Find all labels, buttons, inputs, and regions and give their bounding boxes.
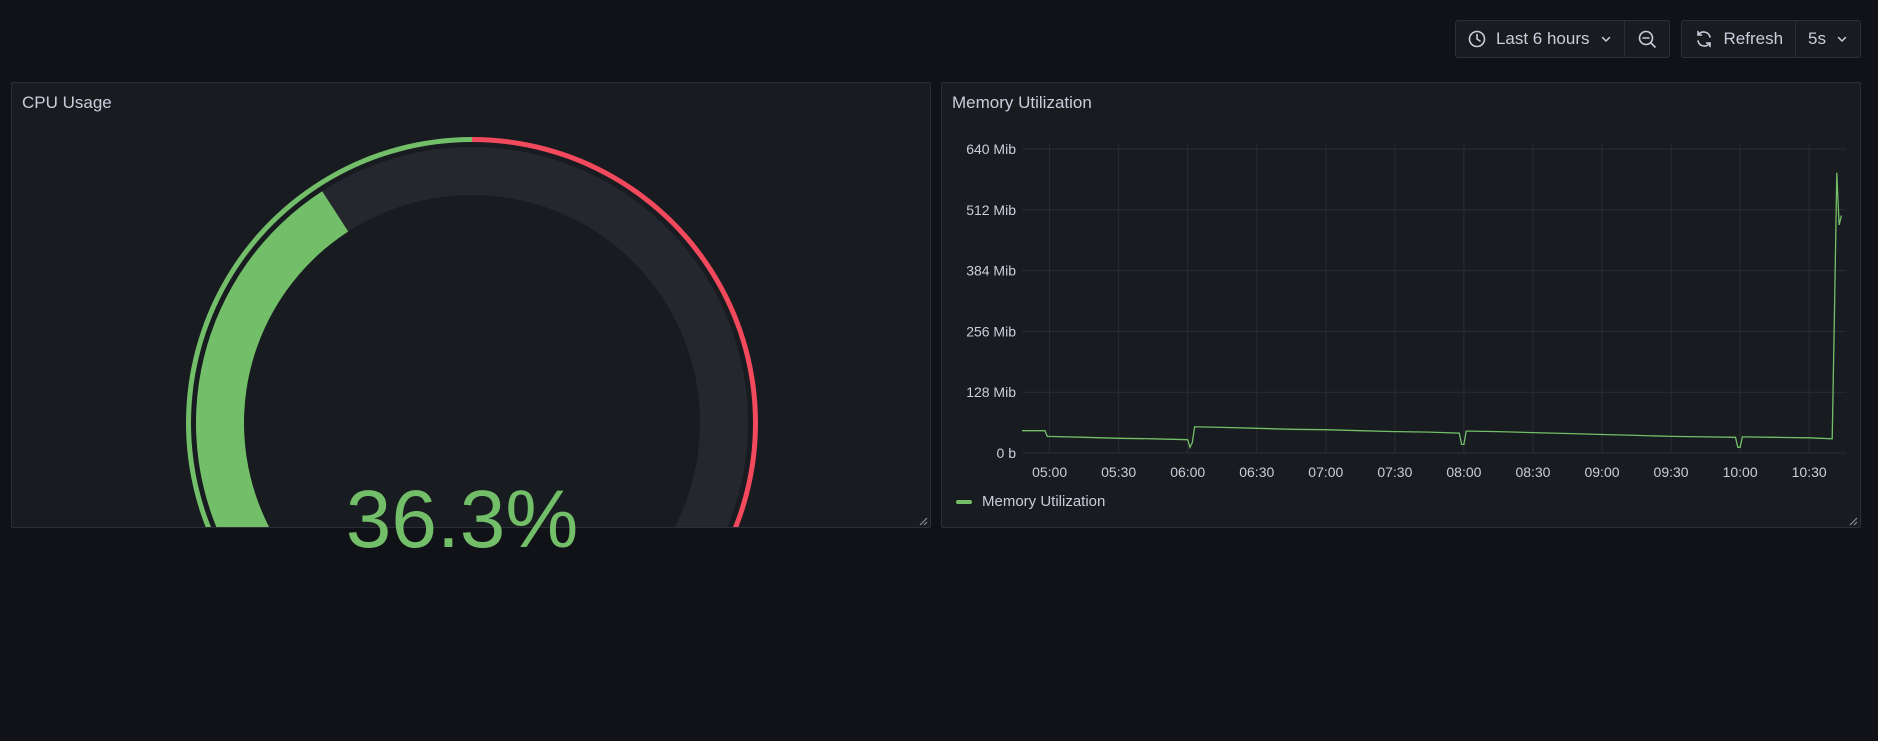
x-tick-label: 09:30	[1654, 464, 1689, 480]
clock-icon	[1468, 30, 1486, 48]
time-range-label: Last 6 hours	[1495, 29, 1590, 48]
chevron-down-icon	[1836, 33, 1848, 45]
chart-grid	[1022, 143, 1846, 454]
x-tick-label: 06:00	[1170, 464, 1205, 480]
refresh-interval-value: 5s	[1808, 29, 1826, 48]
x-tick-label: 05:30	[1101, 464, 1136, 480]
gauge-track	[196, 146, 748, 527]
y-tick-label: 640 Mib	[966, 141, 1016, 157]
cpu-usage-panel: CPU Usage 36.3%	[11, 82, 931, 561]
y-tick-label: 512 Mib	[966, 202, 1016, 218]
x-tick-label: 09:00	[1584, 464, 1619, 480]
toolbar: Last 6 hours Refresh 5s	[1454, 20, 1861, 58]
zoom-out-icon	[1637, 29, 1657, 49]
panel-title[interactable]: CPU Usage	[22, 93, 112, 112]
y-tick-label: 384 Mib	[966, 263, 1016, 279]
time-range-group: Last 6 hours	[1454, 20, 1670, 58]
memory-utilization-panel: Memory Utilization 0 b 128 Mib 256 Mib 384 …	[941, 82, 1861, 528]
y-tick-label: 128 Mib	[966, 384, 1016, 400]
x-tick-label: 05:00	[1032, 464, 1067, 480]
gauge-fill	[196, 191, 349, 527]
refresh-label: Refresh	[1723, 29, 1784, 48]
refresh-button[interactable]: Refresh	[1682, 21, 1796, 57]
x-tick-label: 08:30	[1515, 464, 1550, 480]
chevron-down-icon	[1600, 33, 1612, 45]
time-range-picker[interactable]: Last 6 hours	[1456, 21, 1624, 57]
resize-handle[interactable]	[916, 513, 928, 526]
x-tick-label: 07:00	[1308, 464, 1343, 480]
y-tick-label: 256 Mib	[966, 323, 1016, 339]
gauge-value: 36.3%	[345, 474, 579, 565]
memory-chart: 0 b 128 Mib 256 Mib 384 Mib 512 Mib 640 Mib 05…	[966, 141, 1846, 480]
x-tick-label: 10:00	[1723, 464, 1758, 480]
threshold-band-critical	[472, 137, 758, 527]
x-tick-label: 07:30	[1377, 464, 1412, 480]
zoom-out-button[interactable]	[1623, 21, 1669, 57]
x-tick-label: 10:30	[1792, 464, 1827, 480]
resize-handle[interactable]	[1846, 513, 1858, 526]
refresh-group: Refresh 5s	[1680, 20, 1861, 58]
x-tick-label: 06:30	[1239, 464, 1274, 480]
refresh-interval-picker[interactable]: 5s	[1795, 21, 1860, 57]
refresh-icon	[1694, 29, 1714, 49]
legend-label[interactable]: Memory Utilization	[982, 493, 1106, 510]
threshold-band-ok	[186, 137, 472, 527]
chart-legend: Memory Utilization	[956, 493, 1105, 510]
x-tick-label: 08:00	[1446, 464, 1481, 480]
series-line	[1022, 172, 1843, 450]
y-tick-label: 0 b	[997, 445, 1017, 461]
legend-swatch	[956, 499, 972, 504]
cpu-gauge	[186, 137, 758, 527]
panel-title[interactable]: Memory Utilization	[952, 93, 1092, 112]
